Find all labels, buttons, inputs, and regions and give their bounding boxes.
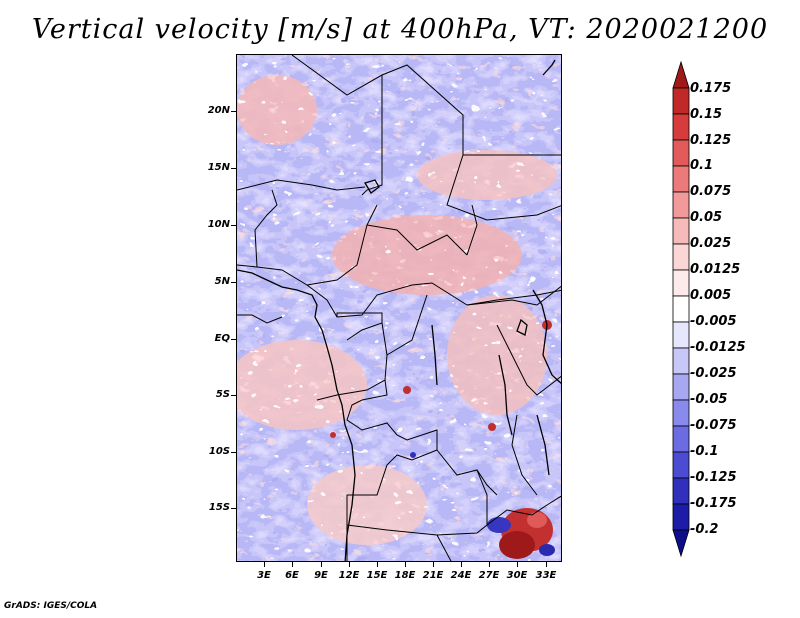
lon-tick [489, 562, 490, 567]
lon-label-21e: 21E [422, 570, 444, 581]
map-panel [236, 54, 562, 562]
colorbar-swatch [672, 451, 690, 479]
colorbar-label: -0.05 [690, 392, 728, 407]
colorbar-swatch [672, 347, 690, 375]
lat-label-5n: 5N [214, 276, 230, 287]
lat-label-15n: 15N [207, 162, 230, 173]
colorbar-swatch [672, 243, 690, 271]
lon-label-9e: 9E [314, 570, 328, 581]
colorbar-label: -0.175 [690, 496, 737, 511]
lon-tick [377, 562, 378, 567]
lon-label-24e: 24E [450, 570, 472, 581]
lon-tick [264, 562, 265, 567]
colorbar-swatch [672, 217, 690, 245]
lat-label-15s: 15S [208, 502, 230, 513]
grads-credit: GrADS: IGES/COLA [4, 601, 98, 611]
colorbar-swatch [672, 191, 690, 219]
lon-tick [546, 562, 547, 567]
lat-tick [231, 168, 236, 169]
colorbar-label: 0.025 [690, 236, 732, 251]
map-title: Vertical velocity [m/s] at 400hPa, VT: 2… [31, 14, 769, 45]
colorbar-label: -0.025 [690, 366, 737, 381]
colorbar-label: -0.0125 [690, 340, 746, 355]
lat-label-10s: 10S [208, 446, 230, 457]
lat-tick [231, 339, 236, 340]
colorbar-label: 0.175 [690, 81, 732, 96]
colorbar-swatch [672, 295, 690, 323]
lon-label-30e: 30E [506, 570, 528, 581]
colorbar-label: -0.1 [690, 444, 719, 459]
colorbar-swatch [672, 373, 690, 401]
colorbar-swatch [672, 321, 690, 349]
lon-label-18e: 18E [394, 570, 416, 581]
lat-label-10n: 10N [207, 219, 230, 230]
lon-label-15e: 15E [366, 570, 388, 581]
lon-tick [321, 562, 322, 567]
lon-tick [517, 562, 518, 567]
lon-tick [349, 562, 350, 567]
colorbar-swatch [672, 399, 690, 427]
colorbar-label: -0.075 [690, 418, 737, 433]
colorbar-swatch [672, 87, 690, 115]
colorbar-swatch [672, 269, 690, 297]
colorbar-swatch [672, 165, 690, 193]
colorbar-label: 0.125 [690, 133, 732, 148]
colorbar-label: 0.075 [690, 184, 732, 199]
lat-tick [231, 508, 236, 509]
colorbar-swatch [672, 529, 690, 558]
velocity-field [237, 55, 561, 561]
lat-tick [231, 111, 236, 112]
colorbar-swatch [672, 139, 690, 167]
lon-label-12e: 12E [338, 570, 360, 581]
lon-label-6e: 6E [285, 570, 299, 581]
colorbar-swatch [672, 113, 690, 141]
lon-label-33e: 33E [535, 570, 557, 581]
lat-tick [231, 225, 236, 226]
colorbar-swatch [672, 425, 690, 453]
lon-tick [292, 562, 293, 567]
lon-label-3e: 3E [257, 570, 271, 581]
lat-label-5s: 5S [215, 389, 230, 400]
colorbar-label: -0.005 [690, 314, 737, 329]
colorbar [672, 60, 690, 558]
colorbar-label: -0.125 [690, 470, 737, 485]
colorbar-swatch [672, 477, 690, 505]
colorbar-label: 0.005 [690, 288, 732, 303]
lat-tick [231, 282, 236, 283]
lon-tick [433, 562, 434, 567]
colorbar-swatch [672, 60, 690, 89]
colorbar-swatch [672, 503, 690, 531]
colorbar-label: 0.1 [690, 158, 714, 173]
colorbar-label: 0.05 [690, 210, 723, 225]
lat-label-20n: 20N [207, 105, 230, 116]
lon-tick [405, 562, 406, 567]
lat-label-eq: EQ [214, 333, 230, 344]
colorbar-label: 0.15 [690, 107, 723, 122]
lon-tick [461, 562, 462, 567]
colorbar-label: -0.2 [690, 522, 719, 537]
lon-label-27e: 27E [478, 570, 500, 581]
colorbar-label: 0.0125 [690, 262, 741, 277]
lat-tick [231, 395, 236, 396]
lat-tick [231, 452, 236, 453]
